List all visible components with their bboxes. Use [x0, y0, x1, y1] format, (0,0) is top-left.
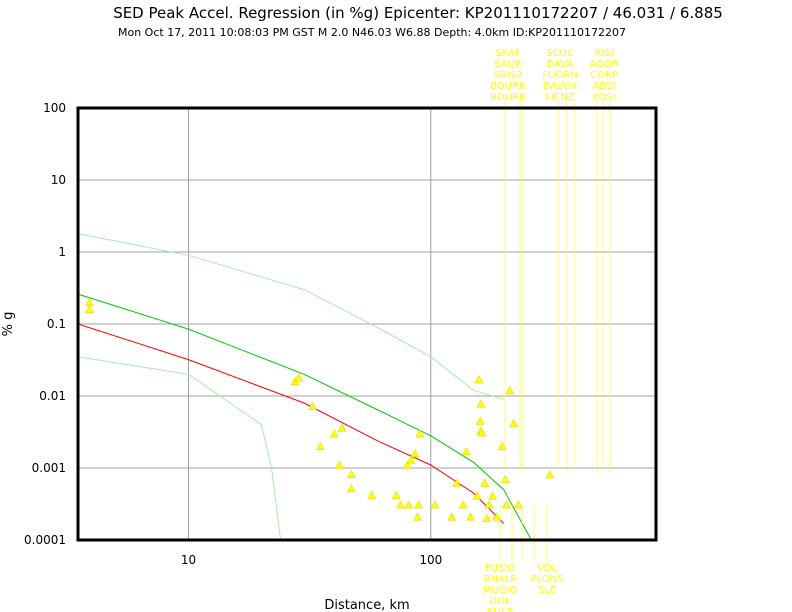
- station-label: SKAF: [495, 48, 521, 59]
- station-label: DAVOX: [543, 81, 578, 92]
- data-point: [472, 491, 482, 500]
- station-label: PLONS: [531, 574, 564, 585]
- data-point: [476, 399, 486, 408]
- station-labels: SKAFSAURSBIS2BOURRBOURRSCUCDAVAFUORNDAVO…: [483, 48, 619, 612]
- data-point: [480, 478, 490, 487]
- station-label: RISI: [594, 48, 613, 59]
- data-point: [430, 500, 440, 509]
- data-point: [475, 416, 485, 425]
- regression-upper-outer-line: [77, 233, 504, 400]
- data-point: [396, 500, 405, 509]
- station-label: KOSI: [592, 92, 615, 103]
- station-label: AGOR: [589, 59, 618, 70]
- data-point: [466, 512, 476, 521]
- data-point: [500, 474, 510, 483]
- data-point: [346, 483, 356, 493]
- y-tick-label: 0.1: [47, 317, 66, 331]
- y-axis-label: % g: [1, 312, 16, 337]
- x-tick-labels: 10 100: [181, 553, 442, 567]
- data-point: [308, 401, 317, 411]
- data-point: [346, 469, 356, 478]
- data-point: [391, 490, 401, 499]
- data-point: [414, 500, 423, 509]
- data-points: [84, 297, 555, 523]
- station-label: LIENZ: [545, 92, 574, 103]
- data-point: [410, 448, 420, 458]
- station-label: SAUR: [494, 59, 522, 70]
- data-point: [509, 418, 519, 427]
- data-point: [505, 385, 515, 395]
- x-tick-label: 10: [181, 553, 196, 567]
- data-point: [461, 446, 471, 456]
- y-tick-label: 10: [51, 173, 66, 187]
- data-point: [335, 460, 344, 469]
- grid-lines: [78, 107, 656, 541]
- y-tick-labels: 100 10 1 0.1 0.01 0.001 0.0001: [24, 101, 66, 547]
- station-label: SLE: [538, 585, 556, 596]
- data-point: [367, 490, 377, 499]
- station-label: DOL: [489, 596, 511, 607]
- station-label: FUSIO: [485, 563, 515, 574]
- data-point: [84, 297, 94, 307]
- station-label: BNALP: [484, 574, 517, 585]
- data-point: [545, 470, 555, 479]
- data-point: [315, 441, 325, 451]
- data-point: [294, 373, 304, 382]
- data-point: [415, 429, 425, 438]
- regression-lower-outer-line: [77, 356, 282, 541]
- data-point: [402, 460, 412, 469]
- data-point: [458, 500, 468, 509]
- y-tick-label: 0.001: [32, 461, 66, 475]
- data-point: [514, 500, 523, 509]
- data-point: [492, 512, 502, 521]
- data-point: [497, 441, 507, 451]
- station-label: FUORN: [542, 70, 577, 81]
- station-label: SULZ: [487, 607, 513, 612]
- chart-subtitle: Mon Oct 17, 2011 10:08:03 PM GST M 2.0 N…: [118, 26, 626, 39]
- y-tick-label: 0.01: [39, 389, 66, 403]
- data-point: [406, 455, 416, 464]
- data-point: [501, 500, 511, 509]
- data-point: [482, 513, 492, 523]
- data-point: [474, 374, 484, 384]
- station-label: CORP: [590, 70, 618, 81]
- x-axis-label: Distance, km: [324, 598, 409, 612]
- data-point: [477, 428, 486, 437]
- station-label: BOURR: [490, 92, 526, 103]
- station-label: ABSI: [593, 81, 616, 92]
- data-point: [484, 500, 494, 509]
- y-tick-label: 1: [58, 245, 66, 259]
- station-label: MUGIO: [483, 585, 518, 596]
- data-point: [84, 304, 94, 314]
- chart-title: SED Peak Accel. Regression (in %g) Epice…: [113, 4, 723, 22]
- regression-curves: [77, 233, 532, 541]
- y-tick-label: 0.0001: [24, 533, 66, 547]
- data-point: [488, 491, 498, 500]
- data-point: [404, 500, 414, 509]
- station-label: DAVA: [547, 59, 574, 70]
- y-tick-label: 100: [43, 101, 66, 115]
- station-label: SBIS2: [494, 70, 523, 81]
- regression-mean-line: [77, 323, 505, 524]
- plot-frame: [76, 106, 658, 542]
- station-label: SCUC: [546, 48, 574, 59]
- data-point: [452, 478, 462, 487]
- data-point: [337, 423, 347, 432]
- data-point: [329, 429, 339, 438]
- station-label: BOURR: [490, 81, 526, 92]
- data-point: [412, 512, 422, 521]
- x-tick-label: 100: [419, 553, 442, 567]
- regression-upper-line: [77, 293, 532, 541]
- station-label: VDL: [537, 563, 558, 574]
- data-point: [447, 512, 457, 521]
